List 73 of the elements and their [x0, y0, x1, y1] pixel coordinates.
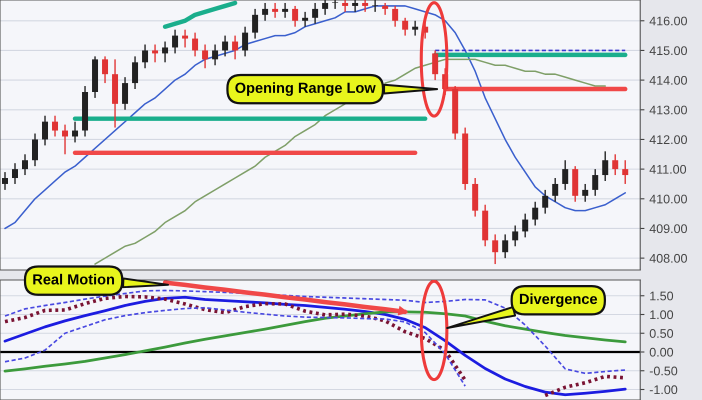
candlestick — [602, 150, 608, 182]
candlestick — [42, 115, 48, 146]
candlestick — [322, 0, 328, 16]
candlestick — [62, 124, 68, 155]
y-tick-label: 416.00 — [650, 16, 687, 26]
candlestick — [342, 0, 348, 13]
candlestick — [222, 34, 228, 58]
annotation: Divergence — [520, 293, 598, 308]
candlestick — [392, 5, 398, 28]
candlestick — [52, 115, 58, 138]
annotation: Real Motion — [33, 274, 114, 285]
candlestick — [252, 8, 258, 40]
y-tick-label: 412.00 — [650, 135, 687, 144]
candlestick — [122, 76, 128, 110]
candlestick — [402, 17, 408, 36]
y-tick-label: 0.50 — [650, 329, 674, 338]
y-tick-label: -0.50 — [650, 366, 678, 376]
candlestick — [22, 154, 28, 176]
candlestick — [162, 40, 168, 64]
y-tick-label: 0.00 — [650, 348, 674, 357]
candlestick — [312, 2, 318, 24]
candlestick — [592, 168, 598, 197]
y-tick-label: -1.00 — [650, 385, 678, 394]
candlestick — [72, 120, 78, 144]
y-tick-label: 415.00 — [650, 46, 687, 56]
candlestick — [142, 44, 148, 69]
candlestick — [532, 201, 538, 226]
candlestick — [412, 20, 418, 36]
y-tick-label: 1.00 — [650, 310, 674, 320]
line-series — [4, 306, 466, 387]
candlestick — [12, 162, 18, 185]
candlestick — [512, 224, 518, 247]
y-tick-label: 408.00 — [650, 254, 687, 263]
candlestick — [382, 2, 388, 16]
candlestick — [522, 212, 528, 238]
line-series — [4, 5, 626, 230]
candlestick — [242, 26, 248, 58]
candlestick — [622, 160, 628, 185]
candlestick — [202, 44, 208, 69]
candlestick — [132, 56, 138, 90]
candlestick — [192, 32, 198, 58]
candlestick — [542, 189, 548, 214]
candlestick — [502, 234, 508, 259]
candlestick — [102, 56, 108, 84]
candlestick — [432, 50, 438, 81]
annotation: Opening Range Low — [235, 82, 376, 96]
y-tick-label: 410.00 — [650, 194, 687, 204]
candlestick — [182, 28, 188, 48]
candlestick — [172, 28, 178, 54]
line-series — [162, 0, 238, 29]
y-tick-label: 1.50 — [650, 292, 674, 300]
candlestick — [352, 0, 358, 13]
candlestick — [612, 154, 618, 176]
candlestick — [212, 44, 218, 66]
candlestick — [362, 0, 368, 13]
candlestick — [272, 2, 278, 18]
candlestick — [492, 234, 498, 265]
candlestick — [262, 2, 268, 22]
y-tick-label: 409.00 — [650, 224, 687, 234]
candlestick — [302, 11, 308, 28]
candlestick — [232, 34, 238, 60]
candlestick — [292, 5, 298, 28]
candlestick — [32, 132, 38, 167]
candlestick — [2, 171, 8, 191]
candlestick — [562, 160, 568, 191]
candlestick — [582, 183, 588, 202]
candlestick — [282, 2, 288, 18]
candlestick — [552, 177, 558, 202]
y-tick-label: 413.00 — [650, 106, 687, 114]
y-tick-label: 414.00 — [650, 76, 687, 85]
line-series — [4, 290, 626, 374]
y-tick-label: 411.00 — [650, 164, 686, 174]
candlestick — [152, 44, 158, 64]
